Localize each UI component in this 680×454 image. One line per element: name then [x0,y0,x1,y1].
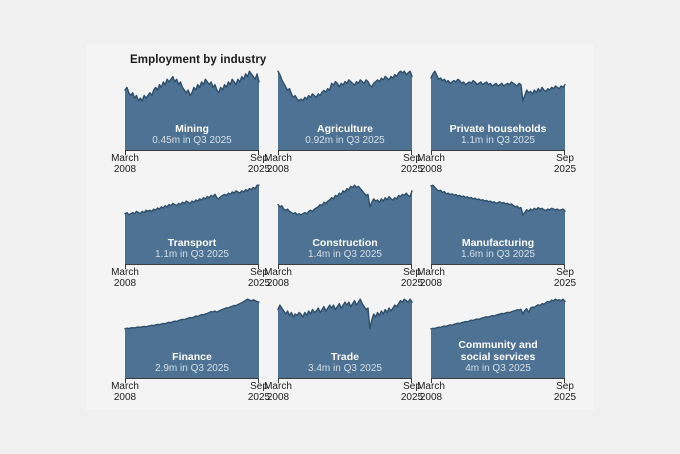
chart-cell: Agriculture 0.92m in Q3 2025 March 2008 … [264,70,423,182]
area-chart [277,184,413,269]
x-axis-label-end: Sep 2025 [400,381,424,403]
area-chart [124,184,260,269]
area-chart [430,184,566,269]
area-chart [277,298,413,383]
x-axis-label-start: March 2008 [417,381,445,403]
x-axis-label-start: March 2008 [111,153,139,175]
area-chart [124,298,260,383]
page-title: Employment by industry [130,54,267,66]
chart-cell: Private households 1.1m in Q3 2025 March… [417,70,576,182]
x-axis-label-start: March 2008 [111,267,139,289]
x-axis-label-end: Sep 2025 [553,267,577,289]
chart-cell: Community and social services 4m in Q3 2… [417,298,576,410]
chart-cell: Trade 3.4m in Q3 2025 March 2008 Sep 202… [264,298,423,410]
area-chart [430,70,566,155]
chart-cell: Transport 1.1m in Q3 2025 March 2008 Sep… [111,184,270,296]
chart-cell: Manufacturing 1.6m in Q3 2025 March 2008… [417,184,576,296]
x-axis-label-end: Sep 2025 [247,267,271,289]
x-axis-label-start: March 2008 [417,153,445,175]
area-chart [430,298,566,383]
area-chart [277,70,413,155]
x-axis-label-end: Sep 2025 [553,153,577,175]
chart-cell: Finance 2.9m in Q3 2025 March 2008 Sep 2… [111,298,270,410]
chart-cell: Mining 0.45m in Q3 2025 March 2008 Sep 2… [111,70,270,182]
x-axis-label-end: Sep 2025 [247,153,271,175]
area-chart [124,70,260,155]
x-axis-label-start: March 2008 [264,267,292,289]
x-axis-label-end: Sep 2025 [553,381,577,403]
x-axis-label-start: March 2008 [264,153,292,175]
x-axis-label-end: Sep 2025 [247,381,271,403]
chart-cell: Construction 1.4m in Q3 2025 March 2008 … [264,184,423,296]
x-axis-label-start: March 2008 [111,381,139,403]
x-axis-label-start: March 2008 [264,381,292,403]
x-axis-label-start: March 2008 [417,267,445,289]
x-axis-label-end: Sep 2025 [400,267,424,289]
x-axis-label-end: Sep 2025 [400,153,424,175]
